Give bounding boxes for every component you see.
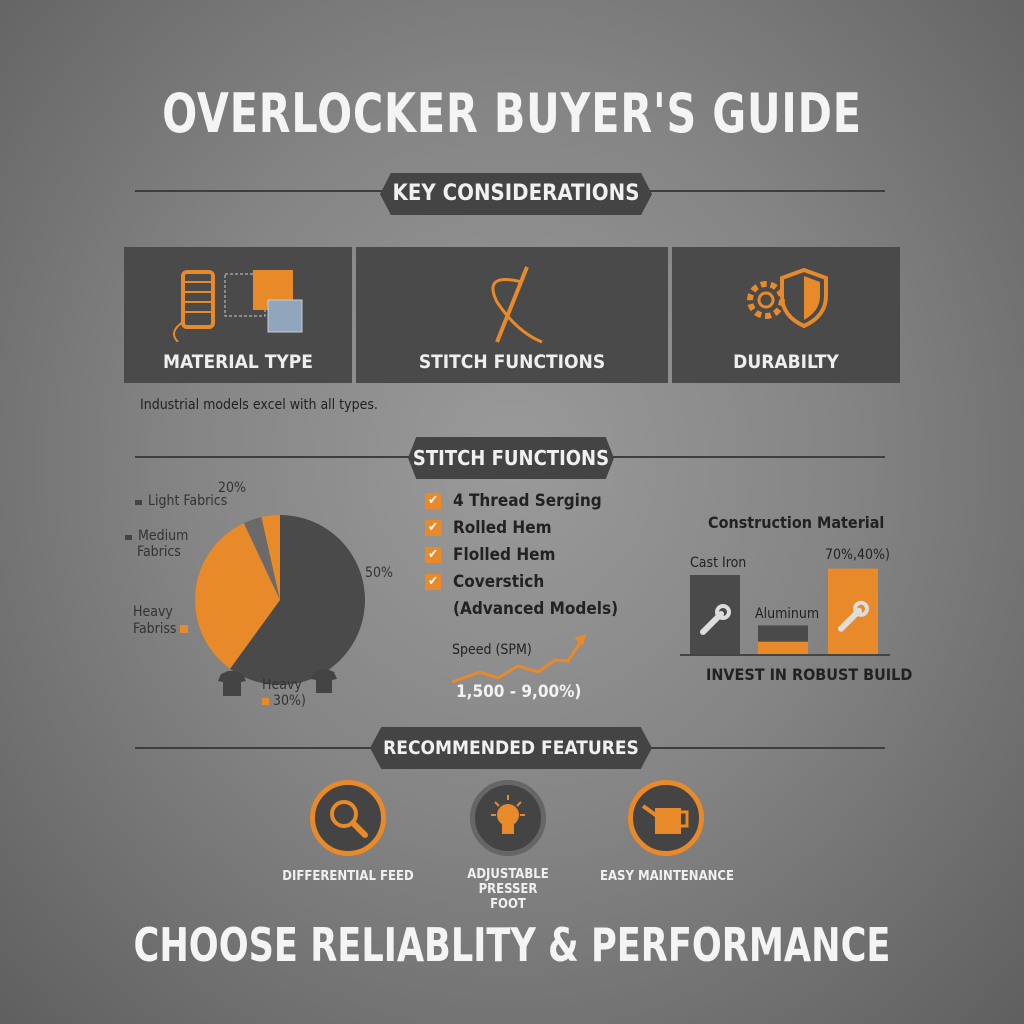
- checklist-label: 4 Thread Serging: [453, 490, 602, 511]
- card-stitch-functions: STITCH FUNCTIONS: [356, 247, 668, 383]
- legend-swatch: [262, 698, 269, 705]
- speed-trend-arrow-icon: [451, 634, 586, 684]
- legend-swatch: [135, 500, 142, 505]
- feature-presser-foot-icon-circle: [470, 780, 546, 856]
- card-material-type: MATERIAL TYPE: [124, 247, 352, 383]
- bottom-tagline: CHOOSE RELIABLITY & PERFORMANCE: [133, 918, 891, 972]
- speed-label: Speed (SPM): [452, 642, 532, 658]
- checkbox-checked-icon: ✔: [425, 519, 441, 536]
- pie-slice: [230, 515, 365, 685]
- bar: [828, 568, 878, 655]
- pie-slice: [261, 515, 280, 600]
- legend-label: Fabriss: [133, 621, 177, 637]
- feature-maintenance-icon-circle: [628, 780, 704, 856]
- legend-label: Heavy: [262, 677, 302, 693]
- card-durability: DURABILTY: [672, 247, 900, 383]
- checklist-sub: (Advanced Models): [453, 598, 619, 619]
- pie-label-50: 50%: [365, 565, 393, 581]
- page-title: OVERLOCKER BUYER'S GUIDE: [162, 82, 862, 145]
- section-banner-stitch: STITCH FUNCTIONS: [408, 437, 614, 479]
- checklist-label: Rolled Hem: [453, 517, 552, 538]
- pie-slice: [243, 517, 280, 600]
- thread-spool-fabric-icon: [173, 270, 303, 342]
- legend-label: Medium: [138, 528, 189, 544]
- checklist-label: Flolled Hem: [453, 544, 556, 565]
- legend-label: Light Fabrics: [148, 493, 228, 509]
- checklist-label: Coverstich: [453, 571, 545, 592]
- bar-label-cast-iron: Cast Iron: [690, 555, 747, 571]
- bar-fill: [758, 641, 808, 655]
- gear-shield-icon: [747, 267, 828, 329]
- feature-differential-feed-icon-circle: [310, 780, 386, 856]
- card-label: DURABILTY: [733, 351, 839, 373]
- wrench-icon-head: [715, 604, 731, 620]
- pie-slice: [195, 523, 280, 669]
- checklist-item: ✔ Coverstich: [425, 568, 618, 595]
- legend-swatch: [180, 625, 189, 633]
- legend-heavy-fabrics: Heavy Fabriss: [133, 604, 189, 638]
- fabric-pie-chart: [195, 515, 365, 685]
- pie-label-20: 20%: [218, 480, 246, 496]
- tshirt-icon: [311, 669, 337, 693]
- checkbox-checked-icon: ✔: [425, 573, 441, 590]
- feature-label: DIFFERENTIAL FEED: [282, 869, 414, 884]
- construction-bar-chart: [680, 568, 890, 656]
- construction-title: Construction Material: [708, 513, 885, 532]
- feature-label: ADJUSTABLE PRESSER FOOT: [467, 867, 549, 912]
- construction-footer: INVEST IN ROBUST BUILD: [706, 665, 913, 684]
- needle-thread-icon: [491, 266, 543, 344]
- legend-label: Fabrics: [137, 544, 181, 560]
- checklist-item: ✔ Flolled Hem: [425, 541, 618, 568]
- speed-range: 1,500 - 9,00%): [456, 682, 582, 702]
- lightbulb-icon: [491, 795, 525, 834]
- checklist-item: ✔ 4 Thread Serging: [425, 487, 618, 514]
- tshirt-icon: [218, 671, 246, 696]
- section-banner-features: RECOMMENDED FEATURES: [370, 727, 652, 769]
- checkbox-checked-icon: ✔: [425, 492, 441, 509]
- legend-label: Heavy: [133, 604, 173, 620]
- bar-label-pct: 70%,40%): [825, 547, 890, 563]
- legend-swatch: [125, 535, 132, 540]
- checkbox-checked-icon: ✔: [425, 546, 441, 563]
- legend-label: 30%): [273, 693, 306, 709]
- note-text: Industrial models excel with all types.: [140, 397, 378, 413]
- pie-label-heavy: Heavy 30%): [262, 677, 306, 709]
- card-label: STITCH FUNCTIONS: [418, 351, 606, 373]
- bar: [690, 575, 740, 655]
- wrench-icon-head: [853, 600, 869, 617]
- legend-medium-fabrics: Medium Fabrics: [125, 528, 188, 560]
- magnifier-icon: [330, 800, 368, 838]
- section-banner-key: KEY CONSIDERATIONS: [380, 173, 652, 215]
- stitch-checklist: ✔ 4 Thread Serging ✔ Rolled Hem ✔ Flolled H…: [425, 487, 618, 622]
- oil-can-icon: [641, 804, 689, 834]
- card-label: MATERIAL TYPE: [163, 351, 313, 373]
- legend-light-fabrics: Light Fabrics: [135, 493, 227, 509]
- feature-label: EASY MAINTENANCE: [599, 869, 734, 884]
- checklist-item: ✔ Rolled Hem: [425, 514, 618, 541]
- bar-label-aluminum: Aluminum: [755, 606, 820, 622]
